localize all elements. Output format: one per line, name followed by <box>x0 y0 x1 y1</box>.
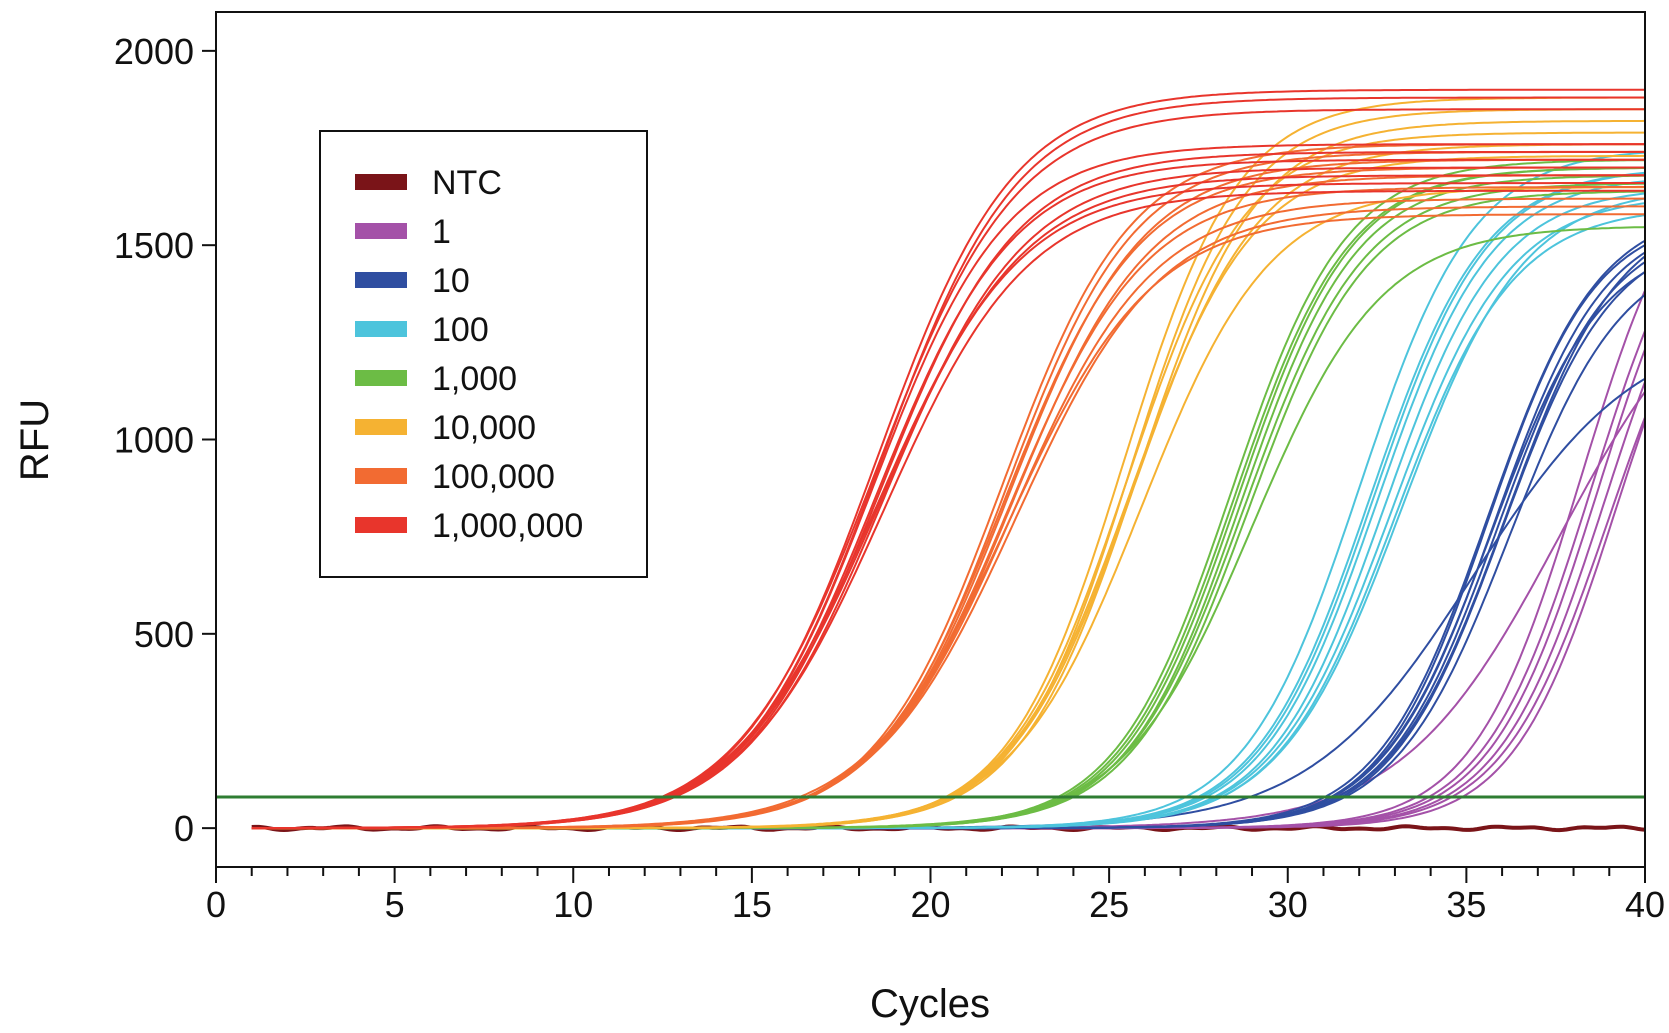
x-axis-title: Cycles <box>870 982 990 1026</box>
legend-label: 100 <box>432 311 489 349</box>
legend-swatch <box>355 370 407 386</box>
amplification-curve-7-9 <box>251 189 1645 829</box>
legend-swatch <box>355 419 407 435</box>
legend-label: 10,000 <box>432 409 536 447</box>
legend-swatch <box>355 517 407 533</box>
x-tick-label: 0 <box>206 884 226 925</box>
legend-swatch <box>355 468 407 484</box>
y-tick-label: 2000 <box>114 31 194 72</box>
legend-swatch <box>355 321 407 337</box>
amplification-curves <box>251 88 1646 833</box>
x-tick-label: 30 <box>1268 884 1308 925</box>
y-axis: 0 500 1000 1500 2000 <box>114 31 216 849</box>
legend-label: 10 <box>432 262 470 300</box>
legend: NTC 1 10 100 1,000 10,000 100,000 1,000,000 <box>319 130 648 578</box>
y-tick-label: 500 <box>134 614 194 655</box>
legend-swatch <box>355 272 407 288</box>
x-tick-label: 10 <box>553 884 593 925</box>
y-tick-label: 0 <box>174 808 194 849</box>
x-tick-label: 15 <box>732 884 772 925</box>
y-tick-label: 1000 <box>114 420 194 461</box>
y-axis-title: RFU <box>13 399 57 481</box>
x-tick-label: 20 <box>910 884 950 925</box>
legend-label: 1,000 <box>432 360 517 398</box>
legend-swatch <box>355 223 407 239</box>
legend-label: 1,000,000 <box>432 507 583 545</box>
amplification-curve-6-8 <box>251 213 1645 830</box>
legend-label: 100,000 <box>432 458 555 496</box>
x-tick-label: 5 <box>385 884 405 925</box>
x-tick-label: 35 <box>1446 884 1486 925</box>
legend-swatch <box>355 174 407 190</box>
y-tick-label: 1500 <box>114 225 194 266</box>
x-tick-label: 25 <box>1089 884 1129 925</box>
legend-box <box>319 130 648 578</box>
x-tick-label: 40 <box>1625 884 1665 925</box>
legend-label: 1 <box>432 213 451 251</box>
legend-label: NTC <box>432 164 502 202</box>
x-axis: 0 5 10 15 20 25 30 35 40 <box>206 867 1665 925</box>
